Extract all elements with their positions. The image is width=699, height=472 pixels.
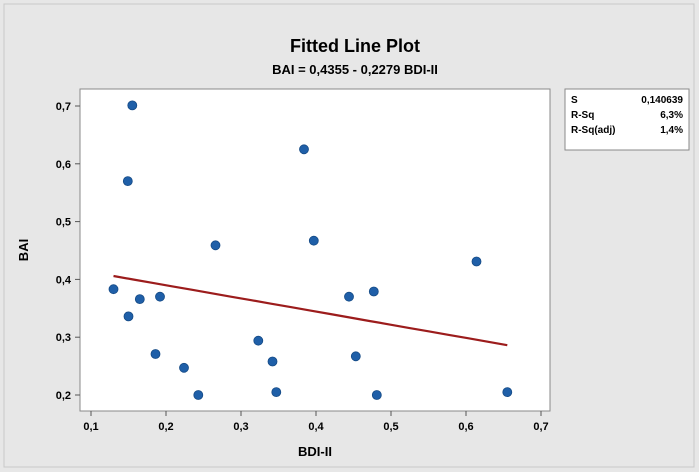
stat-value: 6,3% (660, 110, 683, 121)
data-point (253, 335, 264, 346)
plot-area (79, 88, 551, 412)
stat-value: 0,140639 (641, 95, 683, 106)
data-point (123, 311, 134, 322)
x-tick-label: 0,4 (308, 421, 324, 433)
data-point (267, 356, 278, 367)
data-point (344, 291, 354, 302)
data-points (108, 100, 513, 400)
data-point (210, 240, 221, 251)
x-tick-label: 0,7 (533, 421, 548, 433)
data-point (371, 390, 382, 400)
chart-title: Fitted Line Plot (290, 36, 420, 56)
x-tick-label: 0,3 (233, 421, 248, 433)
data-point (502, 387, 513, 398)
data-point (299, 144, 309, 155)
x-axis: 0,1 0,2 0,3 0,4 0,5 0,6 0,7 (83, 411, 549, 433)
data-point (271, 387, 282, 398)
x-tick-label: 0,5 (383, 421, 398, 433)
y-tick-label: 0,7 (56, 101, 71, 113)
data-point (108, 284, 119, 295)
x-tick-label: 0,2 (158, 421, 173, 433)
chart-subtitle: BAI = 0,4355 - 0,2279 BDI-II (272, 62, 438, 77)
data-point (134, 294, 145, 305)
data-point (179, 362, 189, 373)
data-point (471, 256, 482, 267)
data-point (122, 176, 133, 187)
y-tick-label: 0,2 (56, 390, 71, 402)
y-tick-label: 0,4 (56, 274, 72, 286)
x-tick-label: 0,6 (458, 421, 473, 433)
fit-line (113, 274, 508, 347)
data-point (193, 390, 204, 400)
y-axis-label: BAI (16, 239, 31, 261)
data-point (155, 291, 165, 302)
y-tick-label: 0,6 (56, 159, 71, 171)
y-axis: 0,2 0,3 0,4 0,5 0,6 0,7 (56, 101, 80, 402)
stats-table: S 0,140639 R-Sq 6,3% R-Sq(adj) 1,4% (571, 95, 683, 136)
x-axis-label: BDI-II (298, 444, 332, 459)
stat-label: R-Sq(adj) (571, 125, 615, 136)
fit-line-group (113, 274, 508, 347)
stat-label: S (571, 95, 578, 106)
stats-box (564, 88, 690, 151)
stat-label: R-Sq (571, 110, 594, 121)
stat-value: 1,4% (660, 125, 683, 136)
x-tick-label: 0,1 (83, 421, 98, 433)
data-point (127, 100, 138, 111)
data-point (350, 351, 361, 362)
data-point (150, 349, 161, 359)
data-point (308, 235, 319, 246)
y-tick-label: 0,5 (56, 217, 71, 229)
data-point (368, 286, 379, 297)
y-tick-label: 0,3 (56, 332, 71, 344)
